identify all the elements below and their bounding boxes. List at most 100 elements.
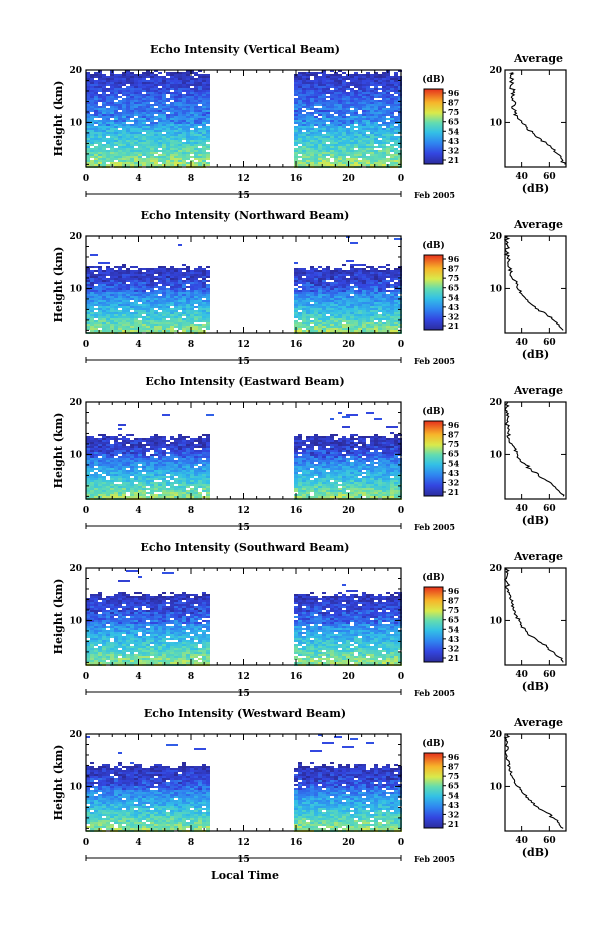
x-tick-label: 16	[290, 340, 303, 350]
panel-5: Echo Intensity (Westward Beam) 10 20 Height…	[52, 707, 567, 865]
colorbar	[423, 254, 444, 331]
y-tick-label: 10	[69, 118, 82, 128]
colorbar-tick-label: 54	[448, 790, 460, 800]
panel-title: Echo Intensity (Northward Beam)	[141, 209, 350, 222]
x-tick-label: 0	[83, 340, 89, 350]
colorbar-tick-label: 96	[448, 88, 460, 98]
average-y-tick-label: 20	[489, 232, 502, 242]
colorbar-tick-label: 96	[448, 420, 460, 430]
colorbar-tick-label: 75	[448, 273, 459, 283]
date-day: 15	[237, 689, 250, 699]
average-x-tick-label: 60	[543, 836, 556, 846]
x-tick-label: 0	[398, 838, 404, 848]
x-tick-label: 20	[342, 838, 355, 848]
colorbar-tick-label: 65	[448, 283, 459, 293]
panel-title: Echo Intensity (Vertical Beam)	[150, 43, 340, 56]
colorbar-tick-label: 87	[448, 430, 459, 440]
x-tick-label: 12	[237, 506, 250, 516]
y-axis-label: Height (km)	[52, 247, 65, 323]
colorbar-tick-label: 96	[448, 586, 460, 596]
colorbar	[423, 88, 444, 165]
date-month-year: Feb 2005	[414, 190, 455, 200]
average-x-tick-label: 40	[515, 670, 528, 680]
average-title: Average	[513, 550, 563, 563]
panel-4: Echo Intensity (Southward Beam) 10 20 Heigh…	[52, 541, 567, 699]
average-x-tick-label: 60	[543, 338, 556, 348]
colorbar-tick-label: 75	[448, 771, 459, 781]
x-tick-label: 12	[237, 174, 250, 184]
colorbar-tick-label: 96	[448, 254, 460, 264]
colorbar-tick-label: 54	[448, 458, 460, 468]
date-month-year: Feb 2005	[414, 688, 455, 698]
date-month-year: Feb 2005	[414, 854, 455, 864]
heatmap-cells	[86, 734, 402, 832]
average-profile-line	[503, 567, 564, 663]
x-tick-label: 20	[342, 506, 355, 516]
average-y-tick-label: 20	[489, 66, 502, 76]
heatmap-cells	[86, 570, 402, 666]
x-tick-label: 4	[135, 838, 141, 848]
panel-title: Echo Intensity (Westward Beam)	[144, 707, 346, 720]
colorbar	[423, 586, 444, 663]
colorbar-tick-label: 87	[448, 98, 459, 108]
x-tick-label: 16	[290, 506, 303, 516]
panel-3: Echo Intensity (Eastward Beam) 10 20 Height…	[52, 375, 567, 533]
x-tick-label: 8	[188, 506, 194, 516]
x-tick-label: 20	[342, 174, 355, 184]
colorbar-tick-label: 65	[448, 615, 459, 625]
colorbar-unit: (dB)	[422, 406, 444, 417]
average-x-tick-label: 40	[515, 836, 528, 846]
average-x-tick-label: 40	[515, 172, 528, 182]
y-tick-label: 10	[69, 284, 82, 294]
average-title: Average	[513, 716, 563, 729]
average-x-tick-label: 40	[515, 504, 528, 514]
colorbar-tick-label: 43	[448, 800, 460, 810]
panel-1: Echo Intensity (Vertical Beam) 10 20 Height…	[52, 43, 567, 201]
average-x-tick-label: 60	[543, 670, 556, 680]
average-y-tick-label: 10	[489, 616, 502, 626]
x-tick-label: 16	[290, 838, 303, 848]
x-tick-label: 20	[342, 672, 355, 682]
panel-title: Echo Intensity (Southward Beam)	[141, 541, 350, 554]
average-title: Average	[513, 384, 563, 397]
average-y-tick-label: 10	[489, 118, 502, 128]
average-y-tick-label: 10	[489, 782, 502, 792]
x-tick-label: 0	[398, 672, 404, 682]
y-axis-label: Height (km)	[52, 579, 65, 655]
average-profile-line	[508, 72, 567, 165]
x-tick-label: 0	[398, 174, 404, 184]
heatmap-cells	[86, 236, 402, 334]
date-day: 15	[237, 855, 250, 865]
colorbar-tick-label: 65	[448, 449, 459, 459]
colorbar-tick-label: 43	[448, 468, 460, 478]
average-x-label: (dB)	[522, 680, 549, 693]
average-profile-line	[504, 401, 565, 497]
colorbar-tick-label: 65	[448, 781, 459, 791]
y-tick-label: 10	[69, 782, 82, 792]
colorbar-tick-label: 32	[448, 643, 459, 653]
average-frame	[504, 69, 567, 168]
x-tick-label: 8	[188, 838, 194, 848]
x-tick-label: 16	[290, 672, 303, 682]
date-day: 15	[237, 191, 250, 201]
average-title: Average	[513, 218, 563, 231]
date-month-year: Feb 2005	[414, 356, 455, 366]
y-axis-label: Height (km)	[52, 81, 65, 157]
x-tick-label: 4	[135, 340, 141, 350]
colorbar-unit: (dB)	[422, 572, 444, 583]
colorbar-tick-label: 75	[448, 107, 459, 117]
panel-title: Echo Intensity (Eastward Beam)	[145, 375, 344, 388]
x-tick-label: 0	[398, 506, 404, 516]
date-month-year: Feb 2005	[414, 522, 455, 532]
colorbar-tick-label: 21	[448, 653, 459, 663]
date-day: 15	[237, 523, 250, 533]
x-tick-label: 4	[135, 672, 141, 682]
colorbar-tick-label: 75	[448, 605, 459, 615]
colorbar-tick-label: 54	[448, 624, 460, 634]
x-tick-label: 4	[135, 506, 141, 516]
colorbar-tick-label: 54	[448, 126, 460, 136]
x-tick-label: 20	[342, 340, 355, 350]
average-y-tick-label: 10	[489, 284, 502, 294]
y-tick-label: 20	[69, 232, 82, 242]
